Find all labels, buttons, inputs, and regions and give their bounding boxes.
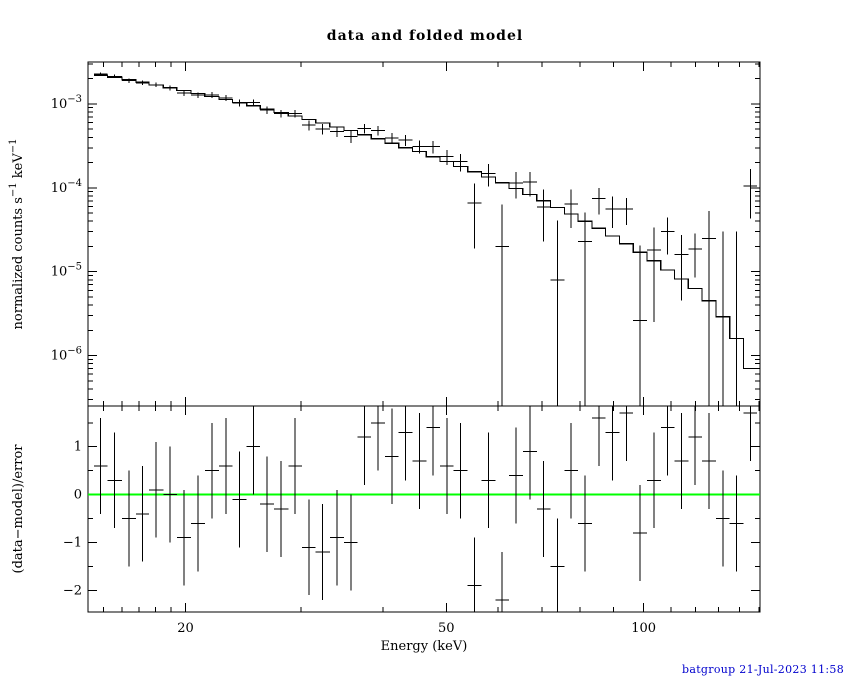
residual-tick-label: 1 (74, 440, 82, 455)
y-tick-label: 10−5 (51, 262, 82, 280)
y-tick-label: 10−3 (51, 94, 82, 112)
plot-title: data and folded model (326, 28, 524, 44)
y-tick-label: 10−6 (51, 346, 82, 364)
y-axis-label-residuals: (data−model)/error (11, 444, 26, 574)
y-tick-label: 10−4 (51, 178, 82, 196)
residual-tick-label: −1 (63, 536, 82, 551)
x-tick-label: 20 (177, 621, 194, 636)
timestamp: batgroup 21-Jul-2023 11:58 (682, 663, 844, 676)
data-error-bars (93, 72, 758, 406)
axis-ticks (88, 62, 760, 612)
x-tick-label: 100 (631, 621, 656, 636)
axis-labels: 20 50 100 10−3 10−4 10−5 10−6 −2 −1 0 1 normalized … (8, 94, 656, 654)
residual-tick-label: 0 (74, 488, 82, 503)
x-axis-label: Energy (keV) (381, 639, 468, 654)
model-histogram (93, 74, 758, 370)
x-tick-label: 50 (438, 621, 455, 636)
residual-tick-label: −2 (63, 583, 82, 598)
y-axis-label-spectrum: normalized counts s−1 keV−1 (8, 139, 26, 330)
plot-frames (87, 61, 761, 613)
residual-error-bars (93, 406, 758, 612)
